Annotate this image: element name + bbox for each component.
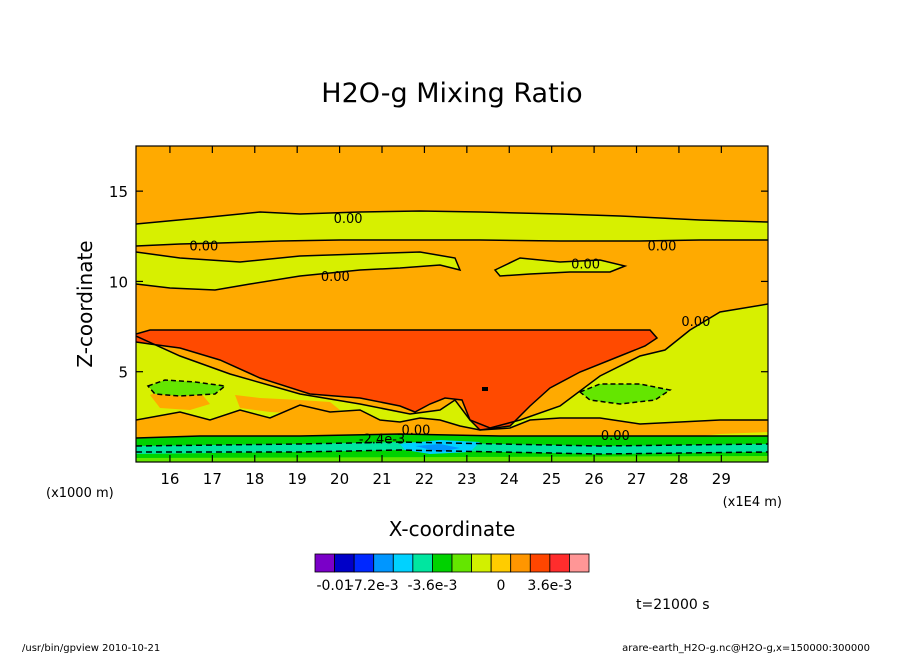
colorbar-swatch: [432, 553, 453, 573]
contour-green-right: [578, 383, 672, 405]
plot-frame: [135, 145, 769, 463]
y-tick-label: 10: [109, 273, 128, 291]
x-tick-label: 21: [372, 470, 391, 488]
colorbar-swatch: [314, 553, 335, 573]
colorbar-swatch: [510, 553, 531, 573]
contour-label: 0.00: [321, 270, 350, 285]
contour-upper-2: [136, 239, 768, 247]
contour-lines: [136, 210, 768, 455]
colorbar-swatch: [529, 553, 551, 573]
x-tick-label: 28: [669, 470, 688, 488]
colorbar-labels: -0.01-7.2e-3 -3.6e-3 0 3.6e-3: [316, 578, 572, 594]
footer-left: /usr/bin/gpview 2010-10-21: [22, 643, 160, 654]
colorbar-swatch: [549, 553, 570, 573]
colorbar-label: -3.6e-3: [407, 578, 457, 594]
x-tick-label: 25: [542, 470, 561, 488]
contour-label: 0.00: [189, 239, 218, 254]
contour-label: 0.00: [334, 212, 363, 227]
colorbar-swatch: [471, 553, 492, 573]
y-tick-label: 5: [118, 364, 128, 382]
chart-title: H2O-g Mixing Ratio: [321, 78, 582, 109]
contour-label: 0.00: [601, 429, 630, 444]
contour-green-left: [146, 379, 227, 397]
contour-label: 0.00: [681, 315, 710, 330]
y-tick-label: 15: [109, 183, 128, 201]
contour-lower-2: [136, 433, 768, 439]
x-tick-label: 29: [712, 470, 731, 488]
x-tick-label: 26: [585, 470, 604, 488]
x-tick-label: 19: [288, 470, 307, 488]
orange-blob-b: [235, 395, 340, 414]
contour-core: [136, 329, 659, 431]
colorbar-swatch: [451, 553, 472, 573]
middle-band-left: [136, 252, 460, 290]
y-axis-ticks: 5 10 15: [109, 183, 768, 382]
contour-middle-1: [136, 251, 462, 291]
time-label: t=21000 s: [636, 597, 710, 613]
contour-label: 0.00: [401, 423, 430, 438]
green-streak-right: [580, 384, 670, 404]
contour-label: 0.00: [571, 257, 600, 272]
x-tick-label: 22: [415, 470, 434, 488]
colorbar-label: -0.01: [316, 578, 352, 594]
colorbar-label: 0: [496, 578, 505, 594]
contour-lower-1: [136, 404, 768, 431]
colorbar-swatch: [373, 553, 394, 573]
x-axis-ticks: 16 17 18 19 20 21 22 23 24 25 26 27 28 29: [160, 146, 731, 488]
contour-labels: 0.000.00 0.000.000.000.000.00 0.00-2.4e-3: [189, 212, 710, 448]
colorbar-swatch: [392, 553, 414, 573]
x-axis-label: X-coordinate: [389, 517, 516, 541]
upper-band: [136, 211, 768, 246]
y-unit-label: (x1000 m): [46, 486, 114, 501]
contour-upper-1: [136, 210, 768, 225]
x-tick-label: 18: [245, 470, 264, 488]
core-region: [136, 330, 657, 430]
contour-label: 0.00: [647, 239, 676, 254]
x-tick-label: 27: [627, 470, 646, 488]
x-tick-label: 20: [330, 470, 349, 488]
field-fill: [136, 146, 768, 462]
boundary-blue: [415, 444, 460, 452]
colorbar-label: 3.6e-3: [527, 578, 572, 594]
lower-orange-band: [136, 405, 768, 440]
x-unit-label: (x1E4 m): [723, 495, 782, 510]
boundary-bottom: [136, 456, 768, 462]
colorbar: [314, 553, 590, 573]
contour-label: -2.4e-3: [359, 433, 405, 448]
colorbar-swatch: [569, 553, 590, 573]
core-dot: [482, 387, 488, 391]
x-tick-label: 16: [160, 470, 179, 488]
contour-middle-2: [493, 257, 628, 277]
y-axis-label: Z-coordinate: [73, 240, 97, 367]
colorbar-swatch: [334, 553, 355, 573]
contour-dashed-1: [136, 441, 768, 447]
colorbar-swatch: [412, 553, 433, 573]
footer-right: arare-earth_H2O-g.nc@H2O-g,x=150000:3000…: [622, 643, 870, 654]
colorbar-swatch: [490, 553, 512, 573]
x-tick-label: 23: [457, 470, 476, 488]
colorbar-swatch: [353, 553, 375, 573]
contour-lower-boundary: [136, 303, 768, 429]
colorbar-label: -7.2e-3: [349, 578, 399, 594]
contour-dashed-2: [136, 449, 768, 455]
x-tick-label: 17: [203, 470, 222, 488]
x-tick-label: 24: [500, 470, 519, 488]
